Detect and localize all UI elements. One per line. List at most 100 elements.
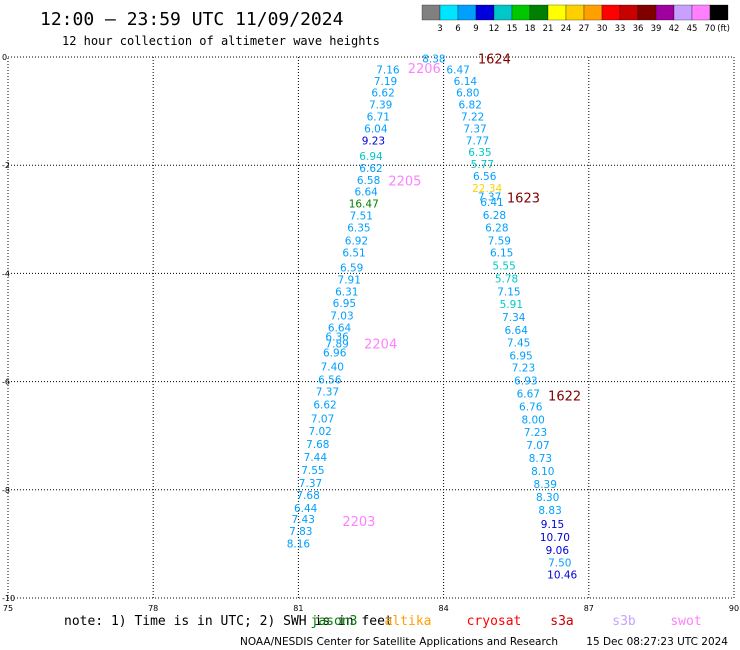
- swh-value: 6.58: [357, 175, 380, 187]
- colorbar-label: 45: [687, 24, 698, 34]
- swh-value: 6.28: [485, 222, 508, 234]
- swh-value: 7.07: [311, 413, 334, 425]
- swh-value: 7.50: [548, 557, 571, 569]
- colorbar-label: 24: [561, 24, 572, 34]
- swh-value: 6.36: [325, 332, 349, 344]
- swh-value: 6.64: [354, 187, 378, 199]
- swh-value: 6.41: [480, 197, 503, 209]
- swh-value: 6.64: [505, 325, 529, 337]
- y-tick-label: 0: [2, 53, 7, 62]
- swh-value: 16.47: [349, 199, 379, 211]
- swh-value: 6.15: [490, 247, 513, 259]
- plot-frame: [7, 56, 735, 599]
- swh-value: 7.91: [338, 274, 361, 286]
- colorbar-swatch: [493, 4, 513, 21]
- swh-value: 22.34: [472, 183, 502, 195]
- colorbar-label: 21: [543, 24, 554, 34]
- swh-value: 6.76: [519, 401, 543, 413]
- mission-name: jason3: [311, 614, 358, 629]
- swh-value: 8.16: [287, 538, 311, 550]
- mission-name: swot: [670, 614, 701, 629]
- swh-value: 6.82: [459, 100, 482, 112]
- swh-value: 7.77: [466, 135, 489, 147]
- swh-value: 7.89: [325, 339, 348, 351]
- swh-value: 7.39: [369, 100, 392, 112]
- swh-value: 7.43: [292, 514, 315, 526]
- colorbar-label: 18: [525, 24, 536, 34]
- x-tick-label: 90: [729, 604, 739, 613]
- swh-value: 7.22: [461, 112, 484, 124]
- swh-value: 6.71: [367, 112, 390, 124]
- swh-value: 6.95: [333, 298, 356, 310]
- swh-value: 7.37: [316, 386, 339, 398]
- swh-value: 7.16: [376, 64, 400, 76]
- swh-value: 7.59: [488, 235, 511, 247]
- colorbar-swatch: [511, 4, 531, 21]
- pass-time-label: 1624: [478, 53, 511, 68]
- swh-value: 8.39: [534, 479, 557, 491]
- swh-value: 8.38: [422, 54, 445, 66]
- colorbar-label: 33: [615, 24, 626, 34]
- colorbar-swatch: [547, 4, 567, 21]
- swh-value: 5.77: [471, 159, 494, 171]
- colorbar-swatch: [655, 4, 675, 21]
- y-tick-label: -10: [2, 594, 15, 603]
- colorbar-swatch: [565, 4, 585, 21]
- mission-name: altika: [385, 614, 432, 629]
- swh-value: 6.67: [517, 389, 540, 401]
- x-tick-label: 87: [584, 604, 594, 613]
- swh-value: 6.80: [456, 88, 479, 100]
- swh-value: 6.56: [473, 171, 497, 183]
- y-tick-label: -8: [2, 486, 10, 495]
- mission-name: cryosat: [467, 614, 522, 629]
- x-tick-label: 81: [293, 604, 303, 613]
- swh-value: 7.37: [463, 123, 486, 135]
- credit-line: NOAA/NESDIS Center for Satellite Applica…: [240, 636, 558, 648]
- swh-value: 9.06: [546, 545, 570, 557]
- pass-time-label: 2206: [408, 62, 441, 77]
- swh-value: 6.59: [340, 262, 363, 274]
- colorbar-swatch: [637, 4, 657, 21]
- swh-value: 7.40: [321, 361, 344, 373]
- pass-time-label: 2204: [364, 338, 397, 353]
- swh-value: 8.30: [536, 492, 559, 504]
- swh-value: 6.44: [294, 503, 318, 515]
- colorbar-swatch: [439, 4, 459, 21]
- colorbar-swatch: [691, 4, 711, 21]
- swh-value: 5.91: [500, 299, 523, 311]
- colorbar-label: 42: [669, 24, 680, 34]
- colorbar-label: 27: [579, 24, 590, 34]
- chart-subtitle: 12 hour collection of altimeter wave hei…: [62, 34, 380, 48]
- swh-value: 7.23: [524, 427, 547, 439]
- x-tick-label: 84: [439, 604, 449, 613]
- swh-value: 7.34: [502, 312, 526, 324]
- colorbar-label: 36: [633, 24, 644, 34]
- colorbar: 3 6 9 12 15 18 21 24 27 30 33 36 39 42 45 70 (ft): [421, 4, 730, 34]
- chart-title: 12:00 – 23:59 UTC 11/09/2024: [40, 9, 343, 30]
- data-tracks: 7.167.196.627.396.716.049.236.946.626.58…: [287, 53, 581, 582]
- swh-value: 7.23: [512, 363, 535, 375]
- swh-value: 6.62: [371, 88, 394, 100]
- swh-value: 9.15: [541, 519, 564, 531]
- pass-time-label: 1622: [548, 390, 581, 405]
- swh-value: 8.10: [531, 466, 554, 478]
- colorbar-swatch: [601, 4, 621, 21]
- x-tick-label: 75: [3, 604, 13, 613]
- swh-value: 6.92: [345, 235, 368, 247]
- colorbar-label: 9: [473, 24, 478, 34]
- swh-value: 7.15: [497, 286, 520, 298]
- swh-value: 6.64: [328, 323, 352, 335]
- swh-value: 6.62: [313, 399, 336, 411]
- swh-value: 7.51: [350, 211, 373, 223]
- swh-value: 6.51: [342, 247, 365, 259]
- colorbar-swatch: [619, 4, 639, 21]
- pass-time-label: 2203: [342, 515, 375, 530]
- colorbar-label: 39: [651, 24, 662, 34]
- timestamp: 15 Dec 08:27:23 UTC 2024: [586, 636, 728, 648]
- swh-value: 5.55: [492, 260, 515, 272]
- swh-value: 6.28: [483, 210, 506, 222]
- swh-value: 6.31: [335, 286, 358, 298]
- swh-value: 10.70: [540, 532, 570, 544]
